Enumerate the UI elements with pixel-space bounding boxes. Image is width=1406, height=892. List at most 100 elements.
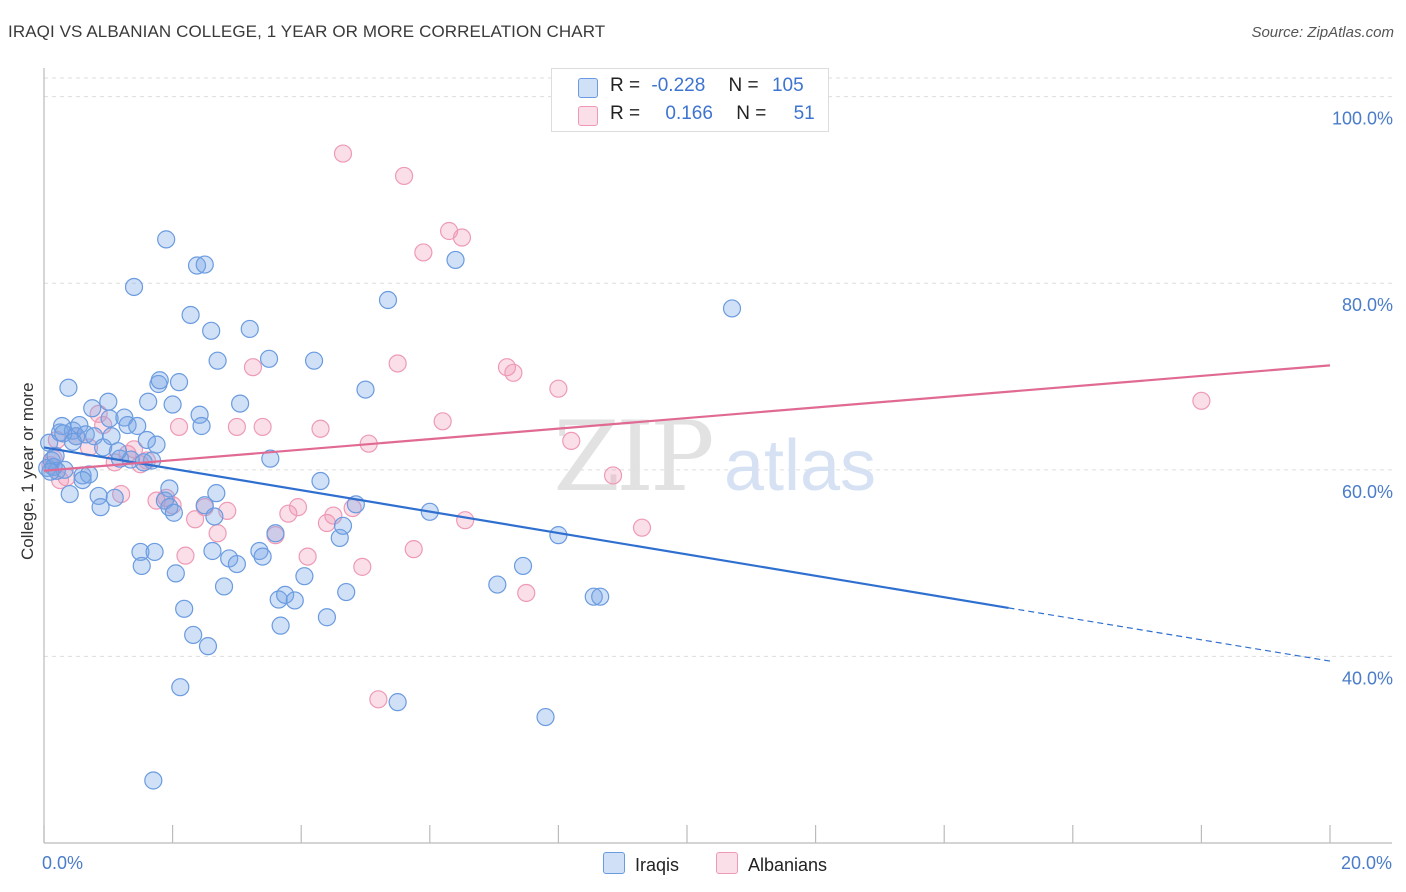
iraqis-point	[317, 608, 337, 627]
y-tick-label: 80.0%	[1342, 295, 1393, 315]
iraqis-point	[124, 277, 144, 297]
albanians-point	[433, 412, 452, 431]
legend-n-label: N =	[728, 75, 759, 96]
iraqis-point	[356, 380, 375, 399]
x-tick-label-max: 20.0%	[1340, 853, 1392, 873]
y-axis-label: College, 1 year or more	[18, 382, 37, 560]
iraqis-point	[150, 371, 169, 390]
iraqis-point	[584, 587, 603, 606]
iraqis-series	[38, 230, 742, 790]
legend-r-value: 0.166	[665, 103, 713, 124]
iraqis-point	[166, 564, 185, 583]
iraqis-point	[91, 498, 110, 517]
bottom-legend-iraqis-label: Iraqis	[635, 855, 680, 875]
albanians-point	[169, 417, 189, 437]
iraqis-point	[131, 542, 150, 562]
albanians-point	[186, 510, 205, 529]
x-tick-label-min: 0.0%	[42, 853, 84, 873]
albanians-point	[227, 417, 246, 437]
iraqis-point	[337, 582, 356, 602]
iraqis-point	[160, 479, 179, 498]
albanians-point	[549, 379, 568, 398]
watermark-zip: ZIP	[553, 401, 712, 513]
iraqis-point	[105, 488, 124, 507]
iraqis-point	[195, 255, 214, 274]
iraqis-point	[108, 442, 128, 461]
iraqis-point	[240, 319, 259, 339]
albanians-point	[394, 166, 414, 186]
albanians-point	[369, 690, 388, 709]
iraqis-point	[63, 432, 83, 451]
iraqis-point	[198, 637, 218, 656]
trend-lines	[43, 364, 1331, 662]
iraqis-point	[144, 771, 163, 790]
iraqis-point	[388, 693, 407, 712]
iraqis-point	[169, 373, 189, 392]
iraqis-point	[536, 707, 555, 727]
iraqis-point	[118, 415, 137, 435]
bottom-legend-albanians-label: Albanians	[748, 855, 828, 875]
albanians-point	[504, 363, 523, 382]
iraqis-point	[311, 471, 330, 491]
iraqis-swatch	[603, 852, 625, 874]
iraqis-point	[276, 585, 295, 604]
iraqis-point	[549, 526, 568, 545]
albanians-point	[353, 557, 372, 576]
albanians-point	[603, 466, 623, 485]
albanians-point	[176, 546, 195, 565]
albanians-point	[333, 144, 353, 163]
albanians-point	[298, 547, 317, 566]
iraqis-point	[60, 484, 79, 504]
iraqis-point	[231, 394, 250, 413]
legend-n-value: 105	[771, 75, 804, 96]
iraqis-point	[253, 547, 272, 566]
bottom-legend-albanians: Albanians	[716, 852, 827, 876]
iraqis-point	[83, 399, 102, 418]
iraqis-point	[157, 230, 176, 249]
iraqis-point	[333, 516, 353, 535]
albanians-point	[404, 540, 423, 559]
iraqis-point	[304, 351, 324, 370]
albanians-point	[243, 358, 263, 377]
albanians-trend-line	[43, 364, 1331, 472]
albanians-point	[388, 354, 407, 373]
iraqis-point	[73, 470, 92, 490]
iraqis-point	[137, 430, 156, 450]
iraqis-point	[271, 616, 290, 635]
iraqis-point	[164, 503, 183, 522]
chart-title: IRAQI VS ALBANIAN COLLEGE, 1 YEAR OR MOR…	[8, 22, 606, 41]
albanians-point	[452, 228, 472, 247]
iraqis-point	[100, 409, 119, 428]
iraqis-point	[175, 599, 194, 618]
albanians-point	[208, 524, 227, 543]
iraqis-point	[261, 449, 280, 468]
legend-n-label: N =	[736, 103, 767, 124]
iraqis-point	[722, 299, 742, 318]
iraqis-point	[591, 587, 610, 606]
iraqis-point	[250, 541, 269, 561]
iraqis-trend-line	[43, 446, 1009, 609]
albanians-point	[456, 511, 475, 530]
source-label: Source: ZipAtlas.com	[1251, 24, 1394, 41]
legend-r-label: R =	[610, 75, 641, 96]
iraqis-point	[378, 290, 398, 310]
iraqis-swatch	[578, 78, 598, 98]
axes	[43, 68, 1392, 844]
iraqis-point	[205, 507, 224, 526]
albanians-point	[517, 583, 536, 603]
albanians-point	[562, 431, 581, 451]
iraqis-point	[145, 542, 164, 562]
iraqis-point	[190, 405, 209, 424]
y-tick-label: 60.0%	[1342, 482, 1393, 502]
iraqis-point	[202, 321, 221, 340]
iraqis-point	[259, 349, 279, 368]
iraqis-point	[132, 556, 151, 576]
iraqis-point	[187, 256, 207, 275]
iraqis-point	[446, 250, 465, 270]
iraqis-point	[89, 486, 108, 506]
iraqis-point	[184, 625, 203, 645]
iraqis-point	[59, 378, 78, 397]
iraqis-point	[139, 392, 158, 411]
bottom-legend-iraqis: Iraqis	[603, 852, 679, 876]
